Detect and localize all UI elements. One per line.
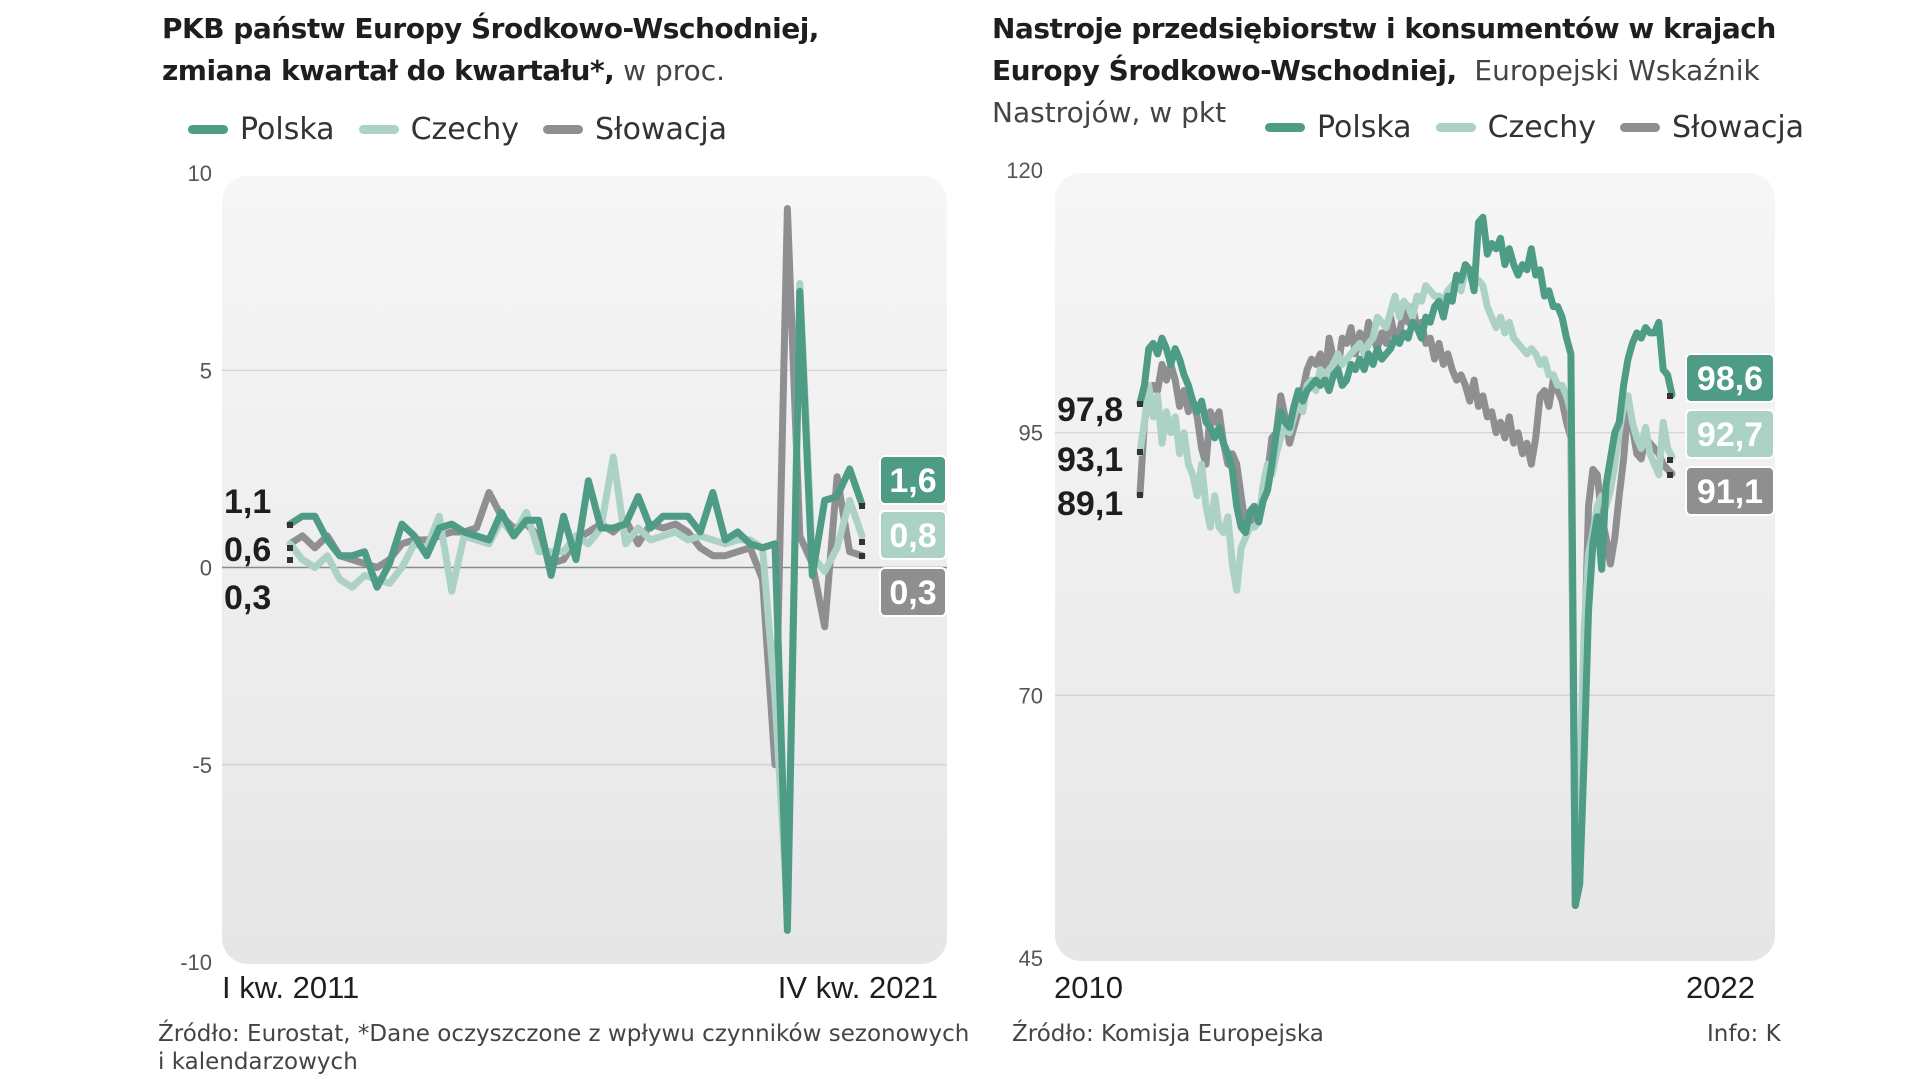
left-start-value-label: 0,6 [224, 531, 271, 569]
legend-item-slowacja-right: Słowacja [1620, 110, 1804, 145]
right-end-value-label-polska: 98,6 [1697, 360, 1763, 398]
right-x-end-label: 2022 [1686, 970, 1755, 1005]
right-start-value-label: 89,1 [1057, 485, 1123, 523]
right-title-unit-2: Nastrojów, w pkt [992, 96, 1227, 129]
right-y-tick-label: 70 [1019, 683, 1043, 708]
left-y-tick-label: 5 [200, 358, 212, 383]
legend-label-czechy-right: Czechy [1487, 110, 1596, 145]
left-title-unit: w proc. [623, 54, 726, 87]
left-chart-title: PKB państw Europy Środkowo-Wschodniej, z… [162, 8, 819, 92]
right-y-tick-label: 45 [1019, 946, 1043, 971]
left-end-marker-slowacja [859, 553, 865, 559]
legend-label-polska: Polska [240, 112, 335, 147]
info-credit-text: Info: K [1707, 1021, 1781, 1047]
legend-item-czechy: Czechy [358, 112, 519, 147]
left-title-line-2: zmiana kwartał do kwartału*, [162, 54, 615, 87]
right-title-line-1: Nastroje przedsiębiorstw i konsumentów w… [992, 12, 1776, 45]
legend-label-slowacja: Słowacja [595, 112, 728, 147]
legend-label-polska-right: Polska [1317, 110, 1412, 145]
right-end-value-label-czechy: 92,7 [1697, 416, 1763, 454]
legend-item-polska-right: Polska [1265, 110, 1412, 145]
legend-swatch-czechy-right [1435, 123, 1476, 132]
left-start-marker [287, 557, 293, 563]
legend-item-slowacja: Słowacja [543, 112, 727, 147]
legend-swatch-slowacja [543, 125, 583, 134]
legend-label-slowacja-right: Słowacja [1672, 110, 1805, 145]
left-y-tick-label: 10 [188, 161, 212, 186]
left-end-badge-polska [879, 455, 947, 505]
right-start-value-label: 93,1 [1057, 441, 1123, 479]
right-start-marker [1137, 492, 1143, 498]
right-end-badge-polska [1685, 353, 1775, 403]
right-title-line-2: Europy Środkowo-Wschodniej, [992, 54, 1457, 87]
legend-item-polska: Polska [188, 112, 335, 147]
right-plot-panel [1055, 173, 1775, 961]
left-title-line-1: PKB państw Europy Środkowo-Wschodniej, [162, 12, 819, 45]
left-end-value-label-czechy: 0,8 [889, 517, 936, 555]
left-start-value-label: 1,1 [224, 483, 271, 521]
right-end-badge-czechy [1685, 409, 1775, 459]
left-plot-panel [222, 176, 947, 964]
legend-item-czechy-right: Czechy [1435, 110, 1596, 145]
right-title-unit-1: Europejski Wskaźnik [1474, 54, 1760, 87]
left-source-line-1: Źródło: Eurostat, *Dane oczyszczone z wp… [158, 1021, 970, 1047]
right-legend: Polska Czechy Słowacja [1265, 110, 1828, 145]
left-end-badge-czechy [879, 510, 947, 560]
right-start-value-label: 97,8 [1057, 391, 1123, 429]
left-end-marker-czechy [859, 539, 865, 545]
left-series-line-polska [286, 287, 866, 934]
left-x-start-label: I kw. 2011 [222, 970, 359, 1005]
left-end-value-label-slowacja: 0,3 [889, 574, 936, 612]
left-end-badge-slowacja [879, 567, 947, 617]
legend-swatch-polska-right [1265, 123, 1305, 132]
right-start-marker [1137, 449, 1143, 455]
legend-swatch-polska [188, 125, 228, 134]
left-source-line-2: i kalendarzowych [158, 1049, 358, 1075]
left-y-tick-label: -10 [180, 950, 212, 975]
legend-swatch-slowacja-right [1620, 123, 1660, 132]
right-source: Źródło: Komisja Europejska [1012, 1020, 1324, 1048]
right-source-text: Źródło: Komisja Europejska [1012, 1021, 1324, 1047]
left-end-value-label-polska: 1,6 [889, 462, 936, 500]
right-chart-title: Nastroje przedsiębiorstw i konsumentów w… [992, 8, 1776, 134]
right-start-marker [1137, 401, 1143, 407]
right-x-start-label: 2010 [1054, 970, 1123, 1005]
right-end-marker-slowacja [1667, 472, 1673, 478]
right-series-line-czechy [1136, 266, 1676, 899]
left-y-tick-label: -5 [192, 753, 212, 778]
right-series-line-polska [1136, 213, 1676, 909]
right-y-tick-label: 95 [1019, 421, 1043, 446]
left-start-marker [287, 522, 293, 528]
left-series-line-czechy [286, 280, 866, 915]
left-start-value-label: 0,3 [224, 579, 271, 617]
right-end-badge-slowacja [1685, 466, 1775, 516]
right-y-tick-label: 120 [1006, 158, 1043, 183]
left-x-end-label: IV kw. 2021 [778, 970, 938, 1005]
right-end-value-label-slowacja: 91,1 [1697, 473, 1763, 511]
right-end-marker-polska [1667, 393, 1673, 399]
legend-label-czechy: Czechy [410, 112, 519, 147]
info-credit: Info: K [1707, 1020, 1781, 1048]
legend-swatch-czechy [358, 125, 399, 134]
left-y-tick-label: 0 [200, 556, 212, 581]
left-legend: Polska Czechy Słowacja [188, 112, 751, 147]
right-end-marker-czechy [1667, 457, 1673, 463]
left-start-marker [287, 545, 293, 551]
left-end-marker-polska [859, 503, 865, 509]
left-source: Źródło: Eurostat, *Dane oczyszczone z wp… [158, 1020, 969, 1076]
